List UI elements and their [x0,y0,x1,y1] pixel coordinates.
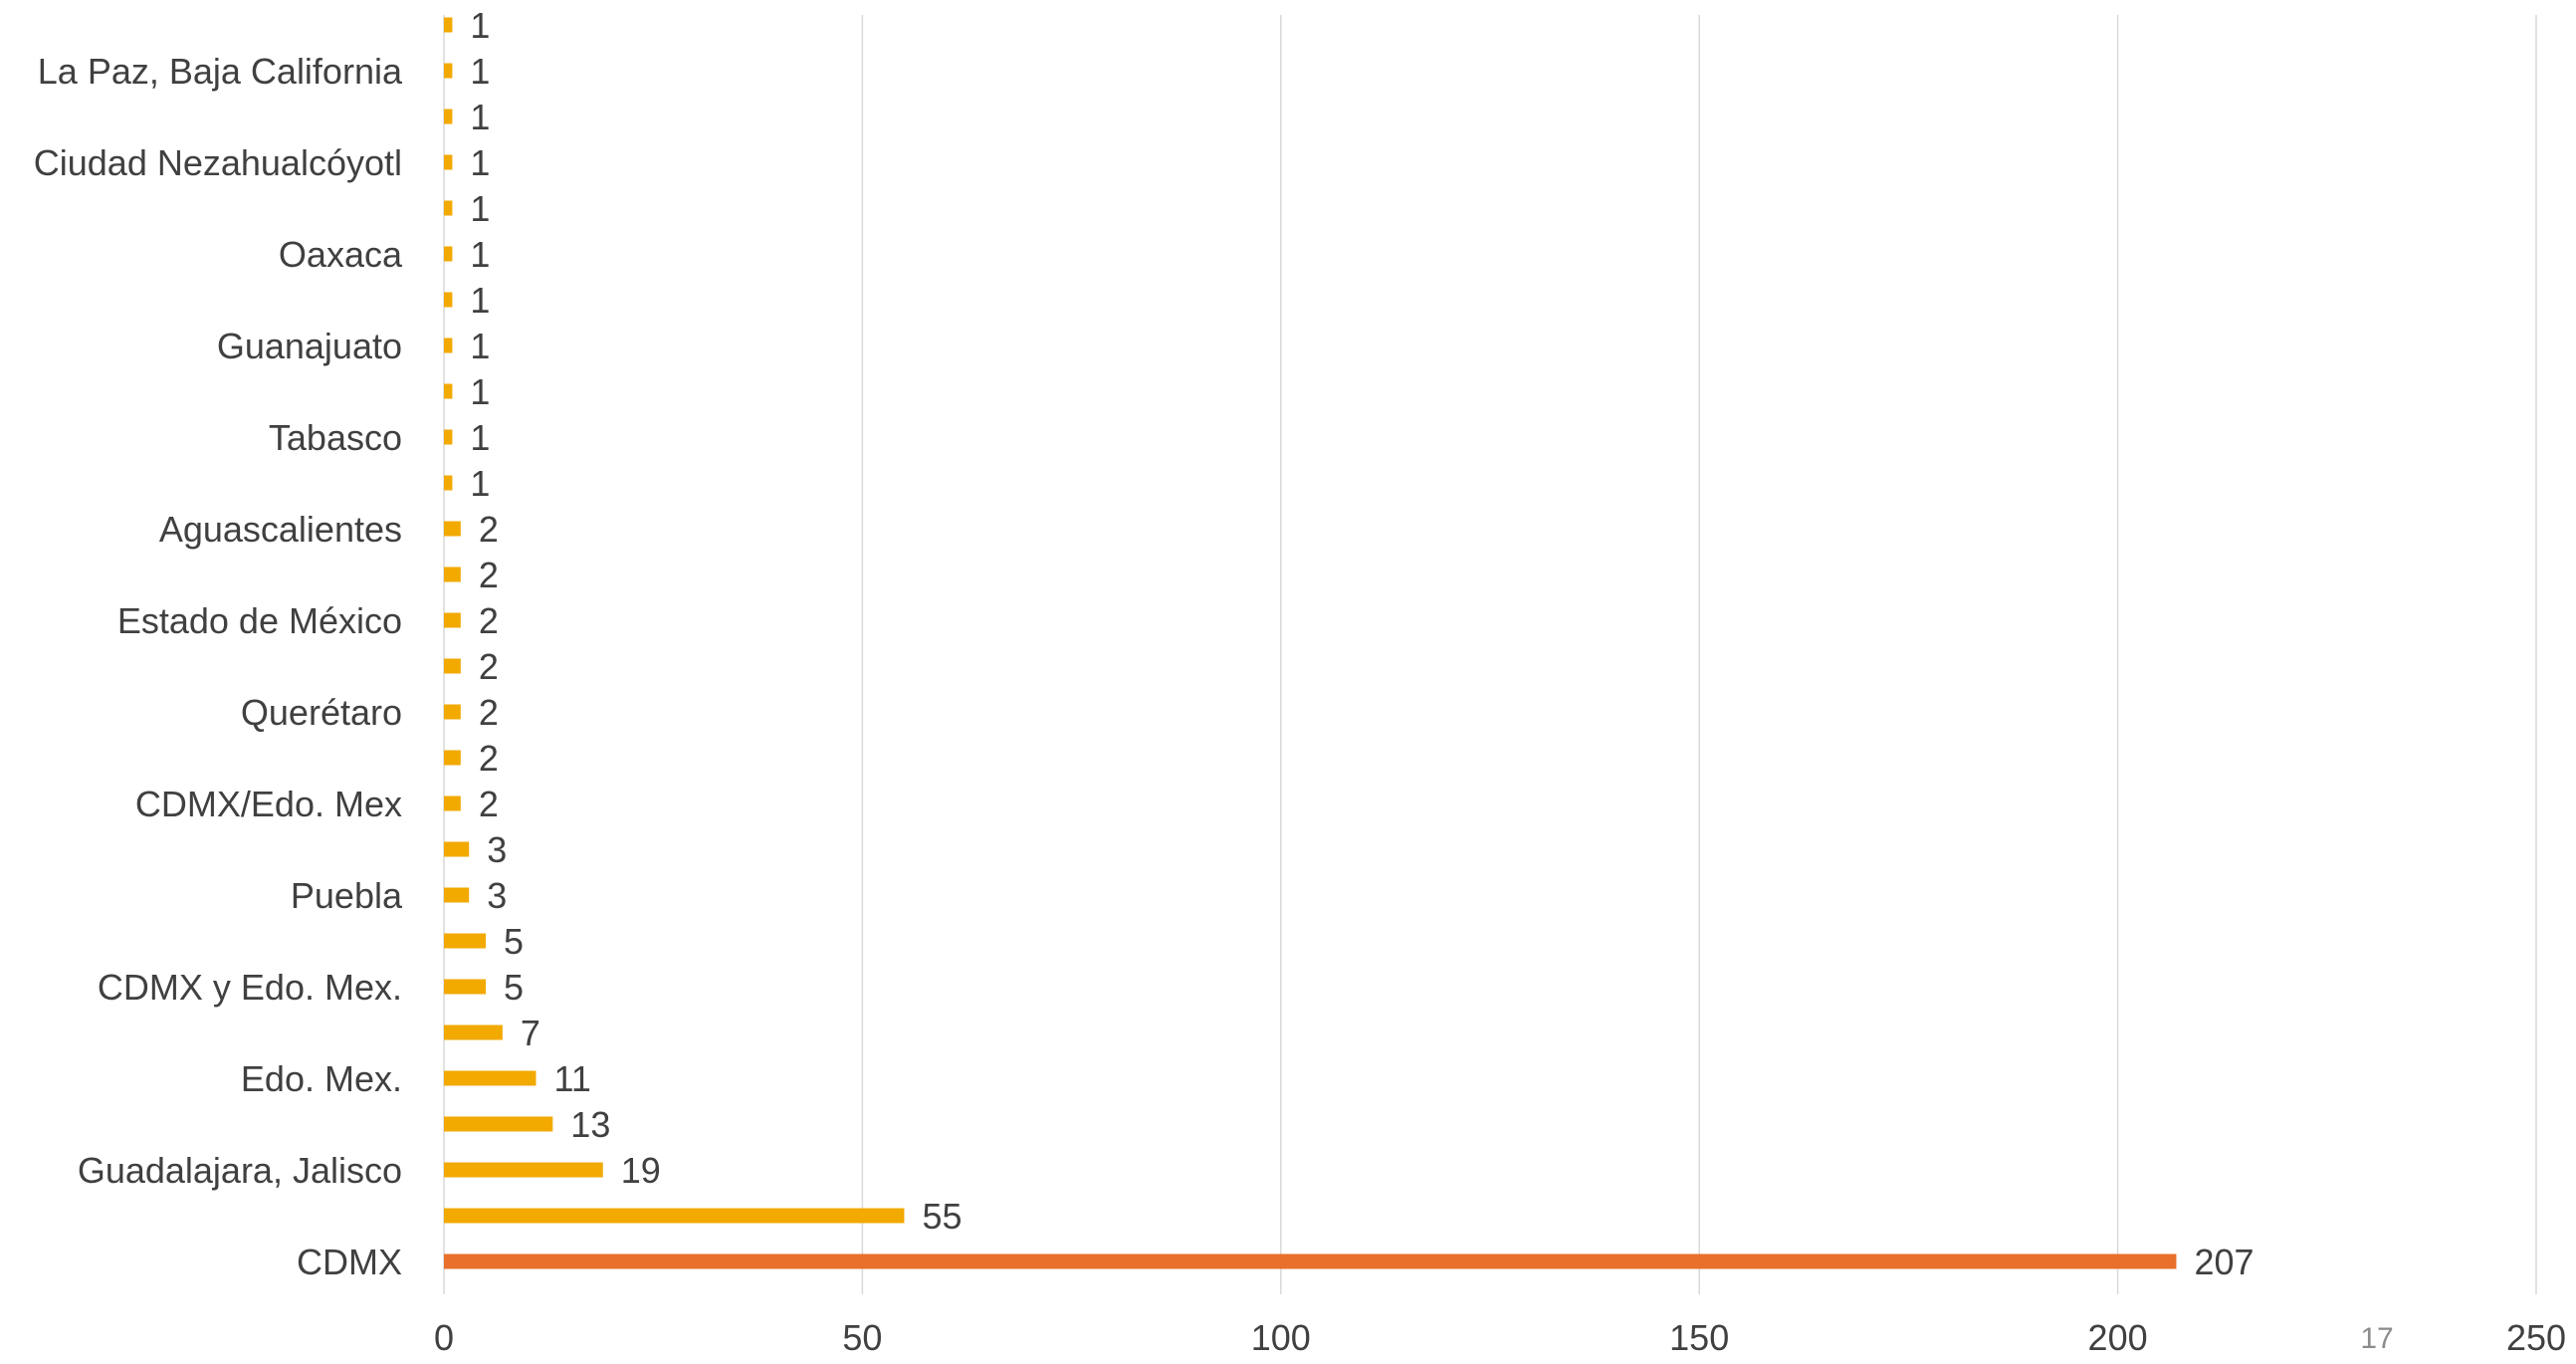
x-tick-label: 100 [1251,1317,1311,1358]
page-number: 17 [2360,1322,2394,1355]
x-tick-label: 200 [2088,1317,2148,1358]
category-label: Aguascalientes [159,509,402,550]
bar-7 [444,933,487,949]
bar-0 [444,1253,2177,1269]
category-label: Edo. Mex. [241,1058,402,1099]
data-label: 207 [2194,1242,2254,1282]
bar-22 [444,246,453,262]
bar-10 [444,796,461,811]
category-label: Guanajuato [217,326,402,366]
data-label: 1 [470,326,490,366]
data-label: 1 [470,417,490,458]
data-label: 2 [479,509,499,550]
bar-6 [444,979,487,995]
data-label: 3 [487,875,507,916]
x-tick-label: 0 [434,1317,454,1358]
bar-16 [444,521,461,537]
bar-9 [444,841,470,857]
x-tick-label: 250 [2506,1317,2566,1358]
data-label: 55 [922,1196,962,1237]
bar-18 [444,429,453,445]
category-label: CDMX/Edo. Mex [135,784,402,824]
bar-25 [444,109,453,124]
bar-17 [444,475,453,491]
bar-13 [444,658,461,674]
bar-11 [444,750,461,766]
bar-23 [444,200,453,216]
data-label: 1 [470,142,490,183]
data-label: 1 [470,51,490,92]
data-label: 5 [504,921,524,962]
data-label: 2 [479,600,499,641]
bar-12 [444,704,461,720]
data-label: 1 [470,280,490,321]
data-label: 3 [487,829,507,870]
category-label: Oaxaca [279,234,403,275]
bar-4 [444,1070,537,1086]
bar-2 [444,1162,603,1178]
category-label: Puebla [291,875,403,916]
data-label: 2 [479,646,499,687]
category-label: Querétaro [241,692,402,733]
data-label: 2 [479,692,499,733]
category-labels: CDMX Guadalajara, Jalisco Edo. Mex. CDMX y … [34,51,403,1282]
x-tick-label: 50 [842,1317,882,1358]
data-label: 1 [470,188,490,229]
data-label: 1 [470,97,490,137]
data-label: 2 [479,555,499,595]
data-label: 5 [504,967,524,1008]
bars [444,17,2177,1269]
bar-15 [444,567,461,582]
bar-14 [444,612,461,628]
data-label: 11 [553,1058,590,1099]
data-label: 13 [570,1104,610,1145]
bar-24 [444,154,453,170]
data-label: 1 [470,371,490,412]
data-label: 2 [479,738,499,779]
gridlines [443,15,2537,1294]
data-label: 7 [521,1013,540,1053]
bar-5 [444,1024,503,1040]
data-label: 19 [621,1150,661,1191]
bar-1 [444,1208,905,1224]
x-axis-tick-labels: 0 50 100 150 200 250 [434,1317,2566,1358]
category-label: CDMX y Edo. Mex. [98,967,402,1008]
bar-20 [444,338,453,353]
category-label: Tabasco [269,417,402,458]
x-tick-label: 150 [1669,1317,1729,1358]
category-label: Ciudad Nezahualcóyotl [34,142,402,183]
category-label: Guadalajara, Jalisco [78,1150,402,1191]
data-label: 1 [470,234,490,275]
bar-27 [444,17,453,33]
category-label: Estado de México [117,600,402,641]
bar-19 [444,383,453,399]
data-label: 2 [479,784,499,824]
bar-3 [444,1116,553,1132]
data-label: 1 [470,5,490,46]
bar-8 [444,887,470,903]
bar-26 [444,63,453,79]
data-label: 1 [470,463,490,504]
category-label: CDMX [297,1242,402,1282]
bar-21 [444,292,453,308]
category-label: La Paz, Baja California [38,51,403,92]
